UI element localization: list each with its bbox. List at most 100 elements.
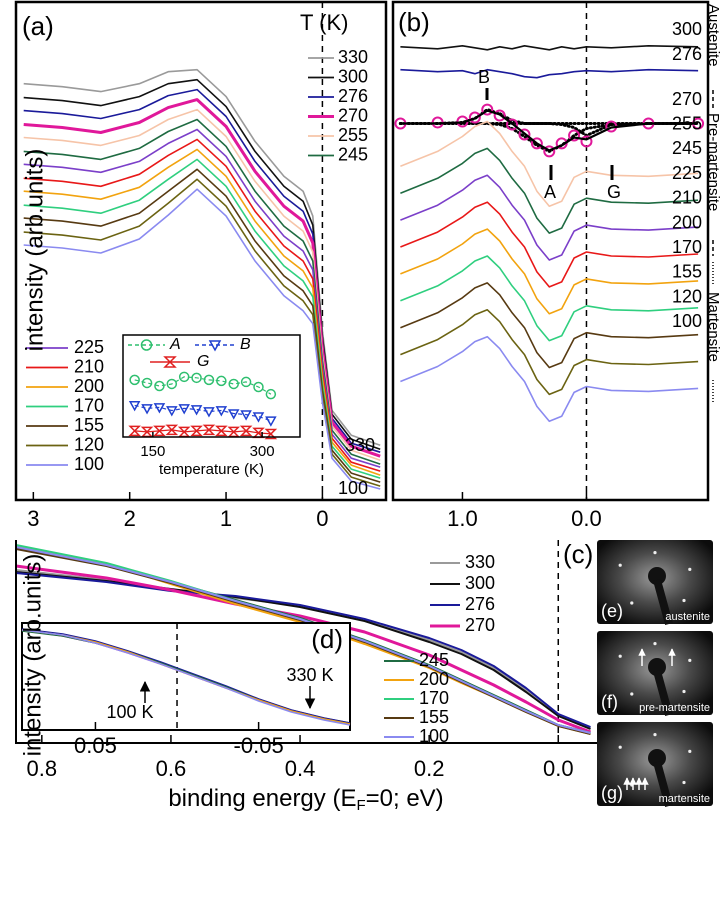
spectrum-line: [23, 188, 381, 490]
curve-label: 200: [672, 212, 702, 232]
trend-line: [134, 376, 272, 395]
data-point: [493, 109, 506, 122]
fit-line: [400, 109, 699, 152]
data-point: [580, 135, 593, 148]
legend-label: 245: [338, 144, 368, 164]
axis-frame: [15, 540, 597, 744]
data-point: [568, 129, 581, 142]
legend-label: 276: [338, 86, 368, 106]
data-point: [128, 425, 141, 437]
phase-label: Pre-martensite: [705, 113, 722, 211]
legend-label: 270: [338, 105, 368, 125]
legend-label: 245: [419, 650, 449, 670]
legend-label: A: [169, 336, 181, 353]
curve-label: 170: [672, 237, 702, 257]
spectrum-line: [400, 255, 699, 342]
curve-label: 245: [672, 138, 702, 158]
spectrum-line: [400, 201, 699, 288]
leed-spot: [653, 642, 657, 646]
spectrum-line: [15, 564, 592, 734]
leed-holder: [653, 578, 673, 626]
data-point: [190, 405, 203, 416]
data-point: [481, 103, 494, 116]
leed-spot: [688, 658, 692, 663]
x-axis-label-subscript: F: [356, 797, 365, 814]
data-point: [203, 407, 215, 418]
data-point: [240, 376, 252, 388]
inset-frame: [122, 334, 301, 438]
x-tick-label: 0.0: [543, 756, 574, 781]
curve-label: 270: [672, 89, 702, 109]
data-point: [166, 406, 178, 417]
legend-label: 155: [74, 415, 104, 435]
data-point: [239, 425, 253, 437]
panel-label: (b): [398, 7, 430, 37]
spectrum-line: [21, 628, 351, 724]
data-point: [215, 425, 228, 437]
legend-label: 100: [419, 726, 449, 746]
x-tick-label: 300: [250, 443, 275, 460]
data-point: [165, 424, 179, 436]
leed-spot: [618, 745, 622, 749]
x-tick-label: 3: [27, 506, 39, 531]
data-point: [178, 404, 190, 415]
legend-label: 330: [338, 47, 368, 67]
curve-label: 210: [672, 188, 702, 208]
annotation: B: [478, 67, 490, 87]
curve-label: 276: [672, 44, 702, 64]
annotation: 330 K: [286, 665, 333, 685]
x-tick-label: 1: [220, 506, 232, 531]
curve-label: 300: [672, 19, 702, 39]
legend-label: B: [240, 336, 251, 353]
x-axis-label-part: binding energy (E: [168, 785, 356, 812]
spectrum-line: [400, 68, 699, 79]
x-axis-label: binding energy (EF=0; eV): [168, 785, 443, 814]
spectrum-line: [400, 282, 699, 369]
leed-spot: [618, 654, 622, 658]
data-point: [506, 118, 519, 131]
panel-label: (c): [563, 539, 593, 569]
panel-frame: [14, 0, 388, 502]
spectrum-line: [400, 309, 699, 396]
data-point: [264, 428, 278, 440]
legend-label: 170: [419, 688, 449, 708]
data-point: [228, 378, 239, 390]
legend-label: 210: [74, 356, 104, 376]
data-point: [141, 377, 153, 389]
data-point: [140, 339, 153, 351]
legend-label: 170: [74, 395, 104, 415]
data-point: [468, 111, 481, 124]
data-point: [216, 375, 227, 387]
phase-label: Austenite: [705, 4, 722, 67]
leed-spot: [630, 601, 634, 605]
x-tick-label: 2: [124, 506, 136, 531]
data-point: [190, 425, 203, 437]
legend-label: 255: [338, 125, 368, 145]
x-tick-label: 150: [140, 443, 165, 460]
annotation: 100 K: [106, 702, 153, 722]
panel-frame: [391, 0, 710, 502]
plots: 3 2 1 0330300276270255245225210200170155120…: [14, 0, 722, 781]
image-label: (f): [601, 692, 618, 712]
data-point: [215, 406, 228, 417]
data-point: [227, 409, 240, 420]
data-point: [163, 356, 177, 368]
leed-spot: [653, 551, 657, 555]
curve-label: 225: [672, 163, 702, 183]
data-point: [543, 145, 556, 158]
spectrum-line: [400, 174, 699, 261]
image-caption: austenite: [665, 611, 710, 623]
curve-label: 100: [672, 311, 702, 331]
leed-holder: [653, 669, 673, 717]
image-caption: martensite: [659, 793, 710, 805]
data-point: [265, 388, 277, 400]
annotation: G: [607, 182, 621, 202]
data-point: [208, 340, 222, 352]
leed-shadow: [648, 749, 666, 767]
spectrum-line: [400, 120, 699, 207]
data-point: [253, 381, 264, 393]
x-tick-label: 0.0: [571, 506, 602, 531]
spectrum-line: [15, 546, 591, 734]
panel-label: (a): [22, 11, 54, 41]
leed-spot: [682, 689, 686, 694]
